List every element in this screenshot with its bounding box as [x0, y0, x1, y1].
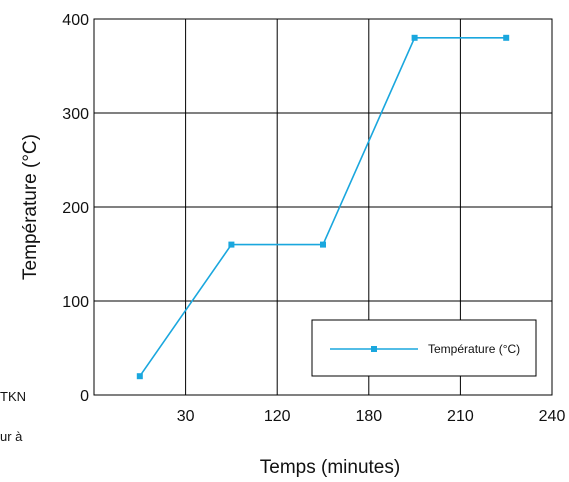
- y-tick-label: 100: [62, 294, 89, 311]
- x-tick-label: 30: [177, 408, 195, 425]
- y-tick-label: 0: [80, 388, 89, 405]
- legend-marker: [371, 346, 377, 352]
- data-point-marker: [411, 34, 418, 41]
- x-tick-label: 180: [355, 408, 382, 425]
- x-axis-label: Temps (minutes): [260, 457, 400, 478]
- clipped-text-1: TKN: [0, 389, 26, 404]
- x-tick-label: 120: [264, 408, 291, 425]
- data-point-marker: [503, 34, 510, 41]
- y-axis-label: Température (°C): [20, 134, 41, 280]
- data-point-marker: [320, 241, 326, 248]
- legend: Température (°C): [311, 319, 537, 377]
- data-point-marker: [228, 241, 235, 248]
- legend-box: [311, 319, 537, 377]
- data-point-marker: [136, 373, 143, 380]
- grid-lines: [94, 19, 552, 395]
- y-tick-label: 400: [62, 12, 89, 29]
- x-tick-label: 210: [447, 408, 474, 425]
- series-layer: [136, 34, 510, 380]
- plot-border: [93, 18, 553, 396]
- clipped-text-2: ur à: [0, 429, 23, 444]
- x-axis-ticks: 30 120 180 210 240: [177, 408, 566, 425]
- y-tick-label: 200: [62, 200, 89, 217]
- x-tick-label: 240: [539, 408, 566, 425]
- y-axis-ticks: 0 100 200 300 400: [62, 12, 89, 405]
- legend-label: Température (°C): [428, 342, 520, 356]
- y-tick-label: 300: [62, 106, 89, 123]
